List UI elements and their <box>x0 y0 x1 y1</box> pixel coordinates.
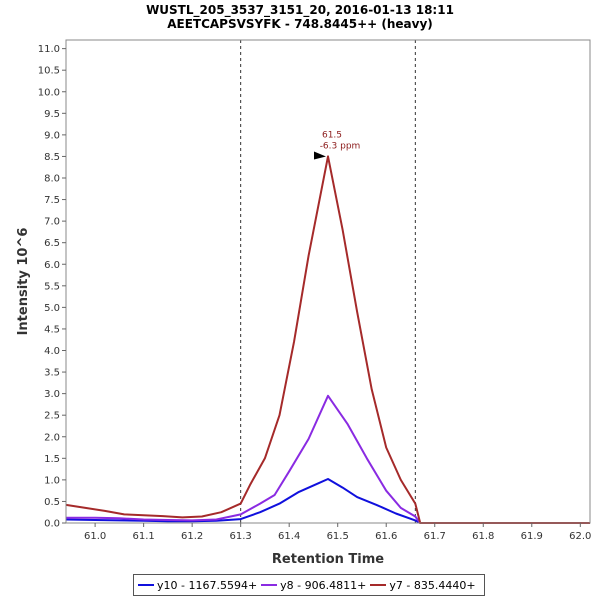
legend-label: y7 - 835.4440+ <box>389 578 476 592</box>
apex-arrow-icon <box>314 151 326 160</box>
chart-subtitle: AEETCAPSVSYFK - 748.8445++ (heavy) <box>167 17 433 31</box>
y-tick-label: 3.5 <box>44 368 60 379</box>
x-tick-label: 61.4 <box>278 531 300 542</box>
legend-item: y8 - 906.4811+ <box>261 579 366 592</box>
x-tick-label: 61.5 <box>327 531 349 542</box>
x-tick-label: 61.8 <box>472 531 494 542</box>
x-tick-label: 62.0 <box>569 531 591 542</box>
y-tick-label: 1.0 <box>44 475 60 486</box>
y-tick-label: 8.5 <box>44 152 60 163</box>
plot-frame <box>65 39 591 524</box>
x-axis-title: Retention Time <box>272 552 384 567</box>
y-tick-label: 3.0 <box>44 389 60 400</box>
y-tick-label: 6.5 <box>44 238 60 249</box>
x-tick-label: 61.6 <box>375 531 397 542</box>
y-tick-label: 6.0 <box>44 260 60 271</box>
legend-swatch <box>138 584 154 586</box>
y-tick-label: 10.5 <box>38 66 60 77</box>
y-tick-label: 0.0 <box>44 519 60 530</box>
chart-title: WUSTL_205_3537_3151_20, 2016-01-13 18:11 <box>146 3 454 17</box>
y-tick-label: 8.0 <box>44 174 60 185</box>
axis-layer: 0.0 0.5 1.0 1.5 2.0 2.5 3.0 3.5 4.0 4.5 5.0 5.5 6.0 6… <box>38 39 591 542</box>
y-tick-label: 7.5 <box>44 195 60 206</box>
y-tick-label: 9.0 <box>44 130 60 141</box>
y-tick-label: 5.5 <box>44 281 60 292</box>
x-tick-label: 61.0 <box>84 531 106 542</box>
x-tick-label: 61.7 <box>424 531 446 542</box>
y-tick-label: 9.5 <box>44 109 60 120</box>
y-tick-label: 0.5 <box>44 497 60 508</box>
x-tick-label: 61.2 <box>181 531 203 542</box>
y-tick-label: 7.0 <box>44 217 60 228</box>
series-line-2 <box>65 155 590 524</box>
grid-layer <box>240 40 416 523</box>
legend: y10 - 1167.5594+ y8 - 906.4811+ y7 - 835.4… <box>133 574 485 596</box>
y-axis-title: Intensity 10^6 <box>16 228 31 336</box>
series-line-0 <box>65 478 590 524</box>
x-tick-label: 61.3 <box>230 531 252 542</box>
series-layer <box>65 155 590 524</box>
series-line-1 <box>66 394 590 524</box>
apex-ppm-label: -6.3 ppm <box>320 141 361 151</box>
x-tick-label: 61.1 <box>132 531 154 542</box>
legend-swatch <box>261 584 278 586</box>
y-tick-label: 11.0 <box>38 44 60 55</box>
legend-swatch <box>370 584 387 586</box>
legend-label: y10 - 1167.5594+ <box>157 578 258 592</box>
y-tick-label: 4.0 <box>44 346 60 357</box>
apex-rt-label: 61.5 <box>322 130 342 140</box>
y-tick-label: 4.5 <box>44 324 60 335</box>
y-tick-label: 10.0 <box>38 87 60 98</box>
legend-item: y10 - 1167.5594+ <box>138 579 257 592</box>
y-tick-label: 2.0 <box>44 432 60 443</box>
y-tick-label: 2.5 <box>44 411 60 422</box>
x-tick-label: 61.9 <box>521 531 543 542</box>
legend-label: y8 - 906.4811+ <box>280 578 367 592</box>
y-tick-label: 5.0 <box>44 303 60 314</box>
legend-item: y7 - 835.4440+ <box>370 578 476 592</box>
y-tick-label: 1.5 <box>44 454 60 465</box>
chromatogram-chart: 0.0 0.5 1.0 1.5 2.0 2.5 3.0 3.5 4.0 4.5 5.0 5.5 6.0 6… <box>16 39 591 567</box>
